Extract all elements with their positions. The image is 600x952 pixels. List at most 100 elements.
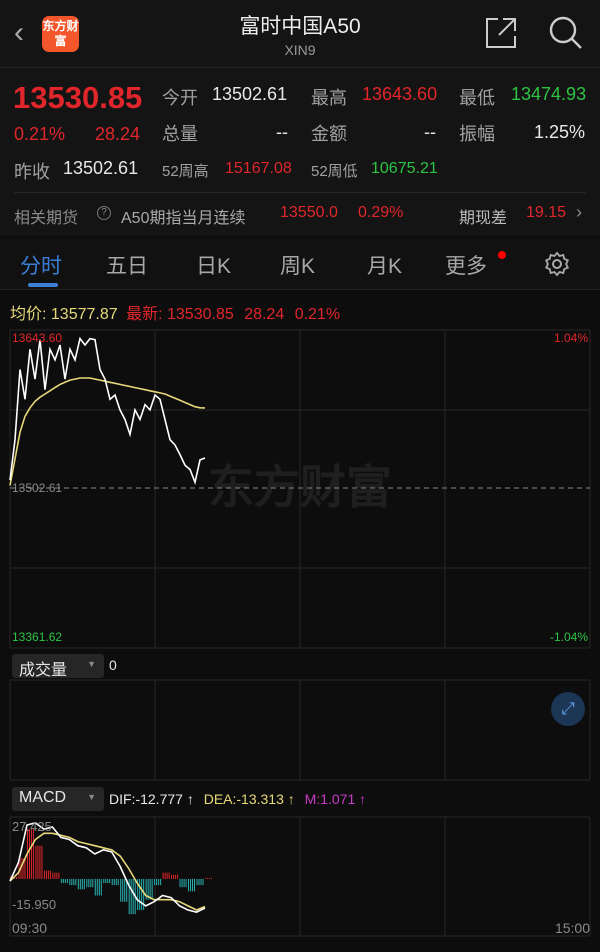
tab-five-day[interactable]: 五日: [106, 255, 148, 278]
search-icon[interactable]: [548, 15, 584, 51]
high52-label: 52周高: [162, 163, 209, 180]
watermark: 东方财富: [208, 461, 392, 513]
y-mid-label: 13502.61: [12, 481, 63, 495]
macd-histogram-bar: [73, 878, 75, 886]
macd-histogram-bar: [113, 878, 115, 886]
macd-histogram-bar: [139, 878, 141, 911]
volume-indicator-select[interactable]: 成交量 ▼: [12, 654, 104, 679]
latest-label: 最新:: [126, 306, 163, 323]
price-line: [9, 336, 206, 486]
macd-histogram-bar: [190, 878, 192, 892]
macd-histogram-bar: [192, 878, 194, 892]
macd-histogram-bar: [194, 878, 196, 892]
macd-histogram-bar: [122, 878, 124, 902]
pct-min-label: -1.04%: [549, 630, 588, 644]
macd-histogram-bar: [164, 872, 166, 879]
macd-histogram-bar: [14, 876, 15, 879]
macd-histogram-bar: [35, 845, 37, 879]
macd-histogram-bar: [147, 878, 149, 900]
settings-gear-icon[interactable]: [544, 251, 570, 277]
macd-histogram-bar: [18, 858, 20, 879]
macd-histogram-bar: [81, 878, 83, 890]
y-max-label: 13643.60: [12, 331, 63, 345]
macd-histogram-bar: [71, 878, 73, 886]
change-pct: 0.21%: [14, 124, 66, 144]
help-icon[interactable]: ?: [97, 206, 111, 220]
macd-histogram-bar: [86, 878, 88, 888]
dropdown-caret-icon: ▼: [87, 659, 96, 669]
macd-histogram-bar: [10, 876, 11, 879]
futures-label: 相关期货: [14, 210, 79, 227]
macd-histogram-bar: [130, 878, 132, 915]
macd-histogram-bar: [126, 878, 128, 902]
macd-histogram-bar: [200, 878, 202, 886]
macd-histogram-bar: [88, 878, 90, 888]
macd-indicator-label: MACD: [19, 789, 67, 806]
macd-histogram-bar: [69, 878, 71, 886]
macd-histogram-bar: [111, 878, 113, 886]
macd-histogram-bar: [37, 845, 39, 879]
macd-histogram-bar: [96, 878, 98, 896]
macd-histogram-bar: [188, 878, 190, 892]
related-futures-row[interactable]: 相关期货 ? A50期指当月连续 13550.0 0.29% 期现差 19.15…: [0, 202, 600, 228]
volume-value: --: [276, 122, 288, 142]
notification-dot: [498, 251, 506, 259]
macd-histogram-bar: [183, 878, 185, 888]
macd-histogram-bar: [211, 877, 212, 879]
macd-indicator-select[interactable]: MACD ▼: [12, 787, 104, 811]
macd-histogram-bar: [62, 878, 64, 884]
macd-histogram-bar: [158, 878, 160, 886]
macd-histogram-bar: [175, 874, 177, 879]
tab-more[interactable]: 更多: [445, 255, 487, 278]
basis-label: 期现差: [459, 210, 508, 227]
expand-chart-button[interactable]: ⤢: [551, 692, 585, 726]
high52-value: 15167.08: [225, 160, 292, 177]
basis-value: 19.15: [526, 204, 567, 221]
macd-max-label: 27.425: [12, 819, 52, 834]
tab-daily-k[interactable]: 日K: [196, 255, 232, 278]
macd-histogram-bar: [132, 878, 134, 915]
tab-intraday[interactable]: 分时: [20, 255, 62, 278]
macd-histogram-bar: [168, 872, 170, 879]
tab-weekly-k[interactable]: 周K: [280, 255, 316, 278]
high-label: 最高: [311, 88, 347, 108]
macd-histogram-bar: [94, 878, 96, 896]
macd-histogram-bar: [145, 878, 147, 900]
macd-histogram-bar: [109, 878, 111, 884]
amplitude-label: 振幅: [459, 124, 495, 144]
macd-histogram-bar: [171, 874, 173, 879]
macd-histogram-bar: [105, 878, 107, 884]
avg-price-value: 13577.87: [50, 306, 118, 323]
macd-histogram-bar: [209, 877, 210, 879]
tab-monthly-k[interactable]: 月K: [367, 255, 403, 278]
volume-label: 总量: [162, 124, 198, 144]
macd-histogram-bar: [24, 858, 26, 879]
volume-indicator-value: 0: [109, 657, 117, 673]
y-min-label: 13361.62: [12, 630, 63, 644]
macd-histogram-bar: [56, 872, 58, 879]
macd-histogram-bar: [205, 877, 206, 879]
macd-histogram-bar: [58, 872, 60, 879]
open-value: 13502.61: [212, 84, 288, 104]
macd-histogram-bar: [41, 845, 43, 879]
active-tab-indicator: [28, 283, 58, 287]
macd-histogram-bar: [39, 845, 41, 879]
macd-histogram-bar: [120, 878, 122, 902]
macd-histogram-bar: [49, 870, 51, 879]
avg-price-label: 均价:: [10, 306, 47, 323]
back-button[interactable]: ‹: [14, 16, 24, 49]
latest-pct: 0.21%: [294, 306, 341, 323]
macd-histogram-bar: [77, 878, 79, 890]
macd-histogram-bar: [22, 858, 24, 879]
macd-histogram-bar: [28, 829, 30, 879]
share-icon[interactable]: [484, 16, 518, 50]
macd-histogram-bar: [30, 829, 32, 879]
macd-histogram-bar: [137, 878, 139, 911]
macd-histogram-bar: [107, 878, 109, 884]
macd-histogram-bar: [177, 874, 179, 879]
futures-price: 13550.0: [280, 204, 338, 221]
macd-histogram-bar: [115, 878, 117, 886]
macd-histogram-bar: [100, 878, 102, 896]
intraday-info-bar: 均价: 13577.87 最新: 13530.85 28.24 0.21%: [10, 300, 340, 324]
